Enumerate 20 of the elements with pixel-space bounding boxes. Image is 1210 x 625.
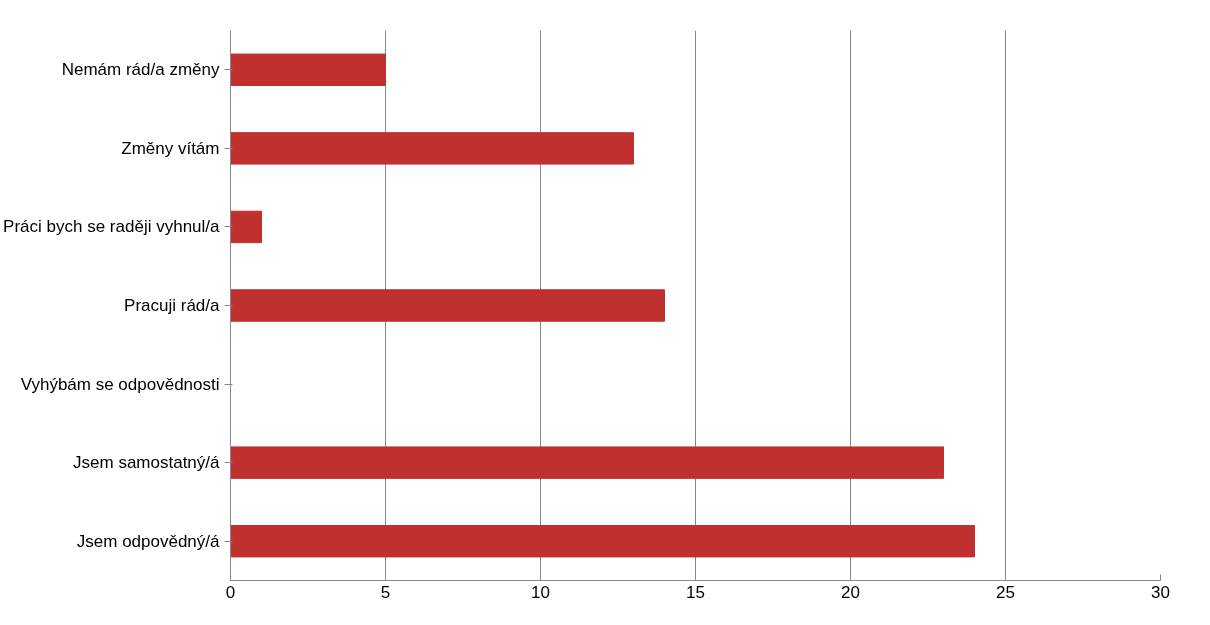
- y-tick-label: Práci bych se raději vyhnul/a: [3, 217, 221, 237]
- x-tick-label: 15: [686, 582, 705, 602]
- y-tick-label: Pracuji rád/a: [124, 296, 221, 315]
- bar: [230, 53, 386, 86]
- y-tick-label: Jsem odpovědný/á: [76, 531, 221, 551]
- y-tick-label: Jsem samostatný/á: [73, 453, 221, 473]
- x-tick-label: 25: [996, 582, 1015, 602]
- bar: [230, 525, 975, 558]
- bar: [230, 289, 665, 322]
- x-tick-label: 0: [225, 582, 236, 602]
- x-tick-label: 5: [380, 582, 391, 602]
- bar: [230, 210, 262, 244]
- y-tick-label: Změny vítám: [121, 138, 220, 158]
- y-tick-label: Nemám rád/a změny: [61, 60, 220, 80]
- x-tick-label: 30: [1151, 582, 1170, 602]
- y-tick-label: Vyhýbám se odpovědnosti: [20, 374, 220, 394]
- x-tick-label: 20: [841, 582, 860, 602]
- x-tick-label: 10: [531, 582, 550, 602]
- bar: [230, 132, 634, 165]
- bar: [230, 446, 944, 479]
